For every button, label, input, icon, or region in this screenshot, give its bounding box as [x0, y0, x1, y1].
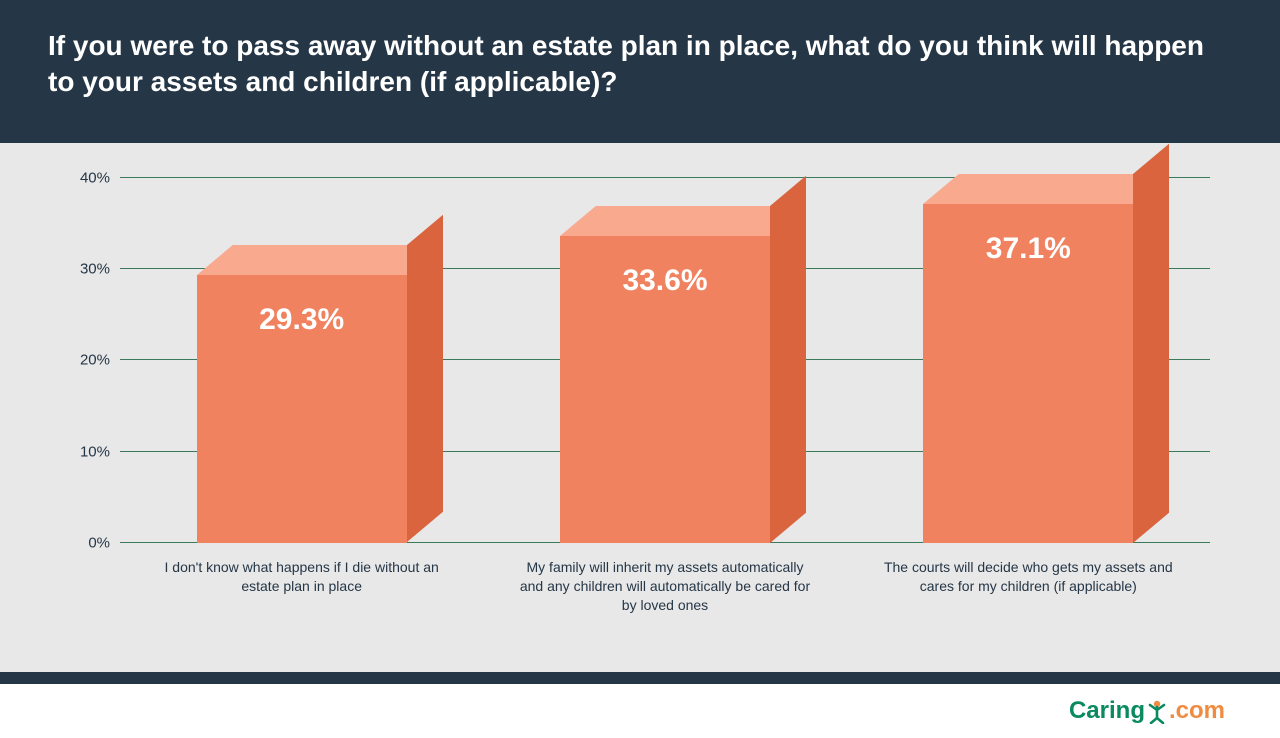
bar-side-face	[407, 215, 443, 543]
y-axis-label: 20%	[65, 352, 110, 369]
y-axis-label: 40%	[65, 169, 110, 186]
bar-front-face: 29.3%	[197, 275, 407, 542]
chart-plot-area: 0%10%20%30%40% 29.3%33.6%37.1%	[120, 178, 1210, 543]
chart-container: 0% 10% 20% 30% 40% 29.3% 33.6% 37.1% I don't k…	[0, 131, 1280, 684]
footer: Caring .com	[0, 684, 1280, 738]
bar-value-label: 33.6%	[560, 264, 770, 298]
bar-front-face: 37.1%	[923, 204, 1133, 543]
bar-slot: 33.6%	[483, 178, 846, 543]
bar-front-face: 33.6%	[560, 236, 770, 543]
logo-text-caring: Caring	[1069, 697, 1145, 725]
page-title: If you were to pass away without an esta…	[48, 28, 1232, 101]
bar: 29.3%	[197, 275, 407, 542]
bar-slot: 29.3%	[120, 178, 483, 543]
bar-slot: 37.1%	[847, 178, 1210, 543]
bar-value-label: 37.1%	[923, 232, 1133, 266]
brand-logo: Caring .com	[1069, 697, 1225, 725]
bar-side-face	[1133, 144, 1169, 543]
x-axis-labels: I don't know what happens if I die witho…	[120, 558, 1210, 615]
bar: 33.6%	[560, 236, 770, 543]
x-axis-category-label: The courts will decide who gets my asset…	[847, 558, 1210, 615]
bar-top-face	[197, 245, 443, 275]
bar-top-face	[560, 206, 806, 236]
bar: 37.1%	[923, 204, 1133, 543]
bars-group: 29.3% 33.6% 37.1%	[120, 178, 1210, 543]
x-axis-category-label: My family will inherit my assets automat…	[483, 558, 846, 615]
y-axis-label: 0%	[65, 534, 110, 551]
y-axis-label: 10%	[65, 443, 110, 460]
header: If you were to pass away without an esta…	[0, 0, 1280, 131]
person-icon	[1146, 698, 1168, 724]
x-axis-category-label: I don't know what happens if I die witho…	[120, 558, 483, 615]
bar-value-label: 29.3%	[197, 303, 407, 337]
bar-side-face	[770, 176, 806, 543]
logo-text-com: .com	[1169, 697, 1225, 725]
y-axis-label: 30%	[65, 261, 110, 278]
